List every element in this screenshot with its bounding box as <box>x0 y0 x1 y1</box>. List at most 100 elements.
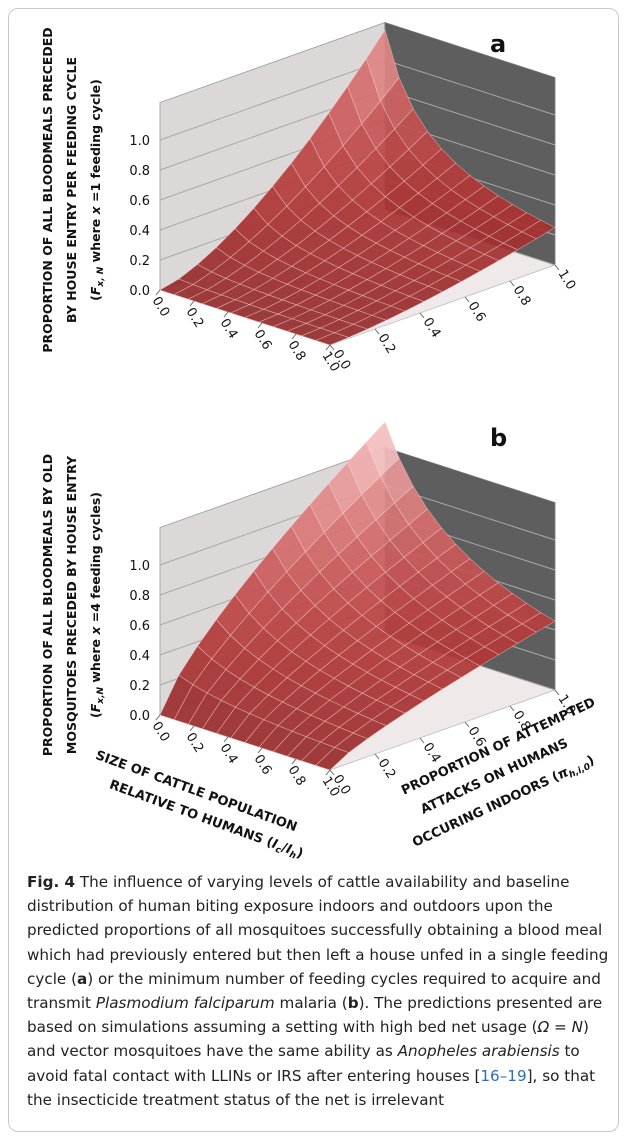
figure-frame <box>8 8 619 1132</box>
panel-letter: a <box>490 30 506 58</box>
label-part: I <box>270 837 280 853</box>
x-tick-label: 0.6 <box>251 327 275 352</box>
y-tick <box>374 753 380 760</box>
label-part: x,N <box>96 687 106 705</box>
y-tick-label: 0.8 <box>510 283 534 308</box>
label-part: =4 feeding cycles) <box>88 492 103 627</box>
label-part: =1 feeding cycle) <box>88 79 103 206</box>
y-tick <box>464 296 470 303</box>
x-tick-label: 0.4 <box>217 741 241 766</box>
z-tick-label: 0.2 <box>129 254 150 269</box>
y-tick-label: 0.4 <box>420 315 444 340</box>
x-tick <box>155 714 161 721</box>
x-tick <box>223 311 229 318</box>
z-tick-label: 0.0 <box>129 284 150 299</box>
x-tick-label: 0.6 <box>251 752 275 777</box>
z-tick-label: 0.6 <box>129 194 150 209</box>
z-axis-label: PROPORTION OF ALL BLOODMEALS BY OLD <box>40 454 55 756</box>
x-tick-label: 0.2 <box>183 730 207 755</box>
figure-caption: Fig. 4 The influence of varying levels o… <box>27 870 609 1112</box>
caption-label: Fig. 4 <box>27 873 76 891</box>
label-part: I <box>284 842 294 858</box>
caption-text: to avoid fatal contact with LLINs or IRS… <box>27 1042 580 1085</box>
caption-text: The influence of varying levels of cattl… <box>27 873 609 988</box>
panel-letter: b <box>490 424 507 452</box>
x-tick-label: 0.8 <box>285 338 309 363</box>
caption-text: Anopheles arabiensis <box>397 1042 560 1061</box>
y-tick <box>419 312 425 319</box>
caption-text: a <box>77 969 88 988</box>
z-axis-label: MOSQUITOES PRECEDED BY HOUSE ENTRY <box>64 455 79 754</box>
label-part: ) <box>585 753 597 769</box>
caption-text: b <box>347 994 359 1013</box>
z-tick-label: 0.2 <box>129 679 150 694</box>
x-tick <box>325 344 331 351</box>
label-part: h <box>288 850 297 862</box>
z-tick-label: 1.0 <box>129 559 150 574</box>
label-part: x <box>88 626 103 636</box>
y-tick-label: 0.4 <box>420 740 444 765</box>
y-tick <box>329 344 335 351</box>
y-tick <box>329 769 335 776</box>
z-tick-label: 0.8 <box>129 164 150 179</box>
x-tick <box>223 736 229 743</box>
caption-text: Ω = N <box>537 1018 583 1037</box>
z-axis-label: BY HOUSE ENTRY PER FEEDING CYCLE <box>64 57 79 323</box>
x-tick <box>189 725 195 732</box>
y-tick <box>509 705 515 712</box>
z-tick-label: 0.4 <box>129 224 150 239</box>
x-tick-label: 0.4 <box>217 316 241 341</box>
y-tick <box>554 689 560 696</box>
y-tick <box>419 737 425 744</box>
plot-3d: 0.00.20.40.60.81.00.0 0.2 0.4 0.6 0.8 1.00.00… <box>129 421 578 800</box>
x-tick <box>325 769 331 776</box>
label-part: where <box>88 214 103 266</box>
surface-patch <box>314 332 350 346</box>
caption-text: ). The predictions presented are based o… <box>27 994 603 1037</box>
label-part: F <box>88 286 103 295</box>
y-tick-label: 1.0 <box>555 267 579 292</box>
x-tick <box>257 747 263 754</box>
z-axis-label: PROPORTION OF ALL BLOODMEALS PRECEDED <box>40 27 55 352</box>
y-tick <box>464 721 470 728</box>
y-tick <box>554 264 560 271</box>
x-tick <box>257 322 263 329</box>
citation-link[interactable]: 16–19 <box>480 1066 527 1085</box>
label-part: ( <box>88 712 103 718</box>
label-part: x, N <box>96 266 106 287</box>
figure: 0.0 0.2 0.4 0.6 0.8 1.0 0.0 0.2 0.4 0.6 0.8 1.0 0.0 0… <box>40 21 598 862</box>
z-axis-label: (Fx, N where x =1 feeding cycle) <box>88 79 106 301</box>
label-part: F <box>88 703 103 712</box>
label-part: ) <box>294 846 305 862</box>
x-tick <box>189 300 195 307</box>
plot-3d: 0.00.20.40.60.81.00.0 0.2 0.4 0.6 0.8 1.00.00… <box>129 21 579 375</box>
x-tick-label: 0.0 <box>149 719 173 744</box>
label-part: ( <box>88 295 103 301</box>
x-tick-label: 0.0 <box>149 294 173 319</box>
z-axis-label: (Fx,N where x =4 feeding cycles) <box>88 492 106 718</box>
label-part: x <box>88 205 103 215</box>
caption-text: ) or the minimum number of feeding cycle… <box>27 969 601 1013</box>
label-part: c <box>274 845 283 856</box>
y-tick-label: 0.6 <box>465 299 489 324</box>
y-tick <box>374 328 380 335</box>
caption-text: Plasmodium falciparum <box>95 994 275 1013</box>
caption-text: ) and vector mosquitoes have the same ab… <box>27 1018 589 1061</box>
y-tick <box>509 280 515 287</box>
x-tick <box>155 289 161 296</box>
z-tick-label: 0.4 <box>129 649 150 664</box>
x-tick <box>291 758 297 765</box>
z-tick-label: 0.8 <box>129 589 150 604</box>
caption-text: ], so that the insecticide treatment sta… <box>27 1066 596 1109</box>
label-part: / <box>279 840 289 856</box>
x-tick-label: 0.2 <box>183 305 207 330</box>
z-tick-label: 0.6 <box>129 619 150 634</box>
x-tick-label: 0.8 <box>285 763 309 788</box>
label-part: where <box>88 635 103 687</box>
y-tick-label: 0.2 <box>375 756 399 781</box>
surface-patch <box>315 747 350 771</box>
x-tick <box>291 333 297 340</box>
z-tick-label: 1.0 <box>129 134 150 149</box>
y-tick-label: 0.2 <box>375 331 399 356</box>
